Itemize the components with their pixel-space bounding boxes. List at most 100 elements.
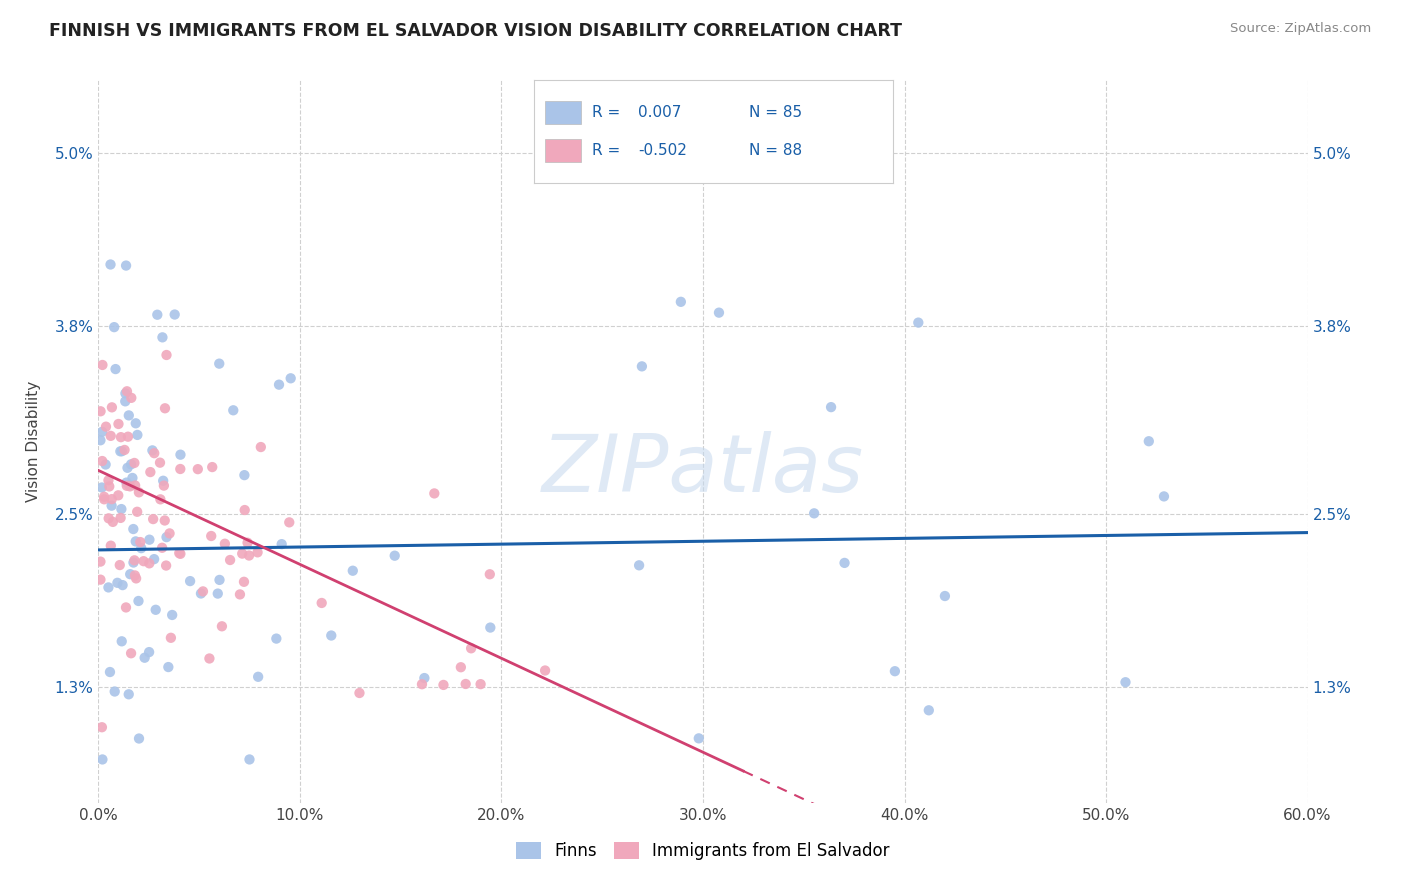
Point — [91, 454, 114, 468]
Point — [103, 320, 125, 334]
Point — [146, 308, 169, 322]
Point — [90, 481, 112, 495]
Point — [127, 505, 149, 519]
Point — [125, 417, 148, 431]
Point — [669, 294, 692, 309]
Text: 0.007: 0.007 — [638, 105, 682, 120]
Text: R =: R = — [592, 144, 620, 158]
Point — [97, 511, 120, 525]
Point — [169, 462, 191, 476]
Point — [128, 485, 150, 500]
Point — [90, 404, 112, 418]
Point — [628, 558, 651, 573]
Point — [107, 488, 129, 502]
Point — [118, 478, 141, 492]
Point — [138, 645, 160, 659]
Point — [229, 587, 252, 601]
Point — [125, 571, 148, 585]
Point — [134, 650, 156, 665]
Point — [125, 534, 148, 549]
Point — [143, 446, 166, 460]
Point — [152, 330, 174, 344]
Point — [678, 153, 700, 168]
Point — [124, 478, 146, 492]
FancyBboxPatch shape — [546, 101, 581, 124]
Point — [450, 660, 472, 674]
Point — [91, 752, 114, 766]
Point — [201, 460, 224, 475]
Text: N = 85: N = 85 — [749, 105, 803, 120]
Text: FINNISH VS IMMIGRANTS FROM EL SALVADOR VISION DISABILITY CORRELATION CHART: FINNISH VS IMMIGRANTS FROM EL SALVADOR V… — [49, 22, 903, 40]
Point — [160, 631, 183, 645]
Point — [266, 632, 288, 646]
Point — [187, 462, 209, 476]
Point — [423, 486, 446, 500]
Point — [118, 479, 141, 493]
Text: -0.502: -0.502 — [638, 144, 688, 158]
Point — [101, 515, 124, 529]
Point — [104, 684, 127, 698]
Point — [454, 677, 477, 691]
Point — [163, 308, 186, 322]
Point — [250, 440, 273, 454]
Point — [153, 514, 176, 528]
Point — [118, 409, 141, 423]
Point — [114, 394, 136, 409]
Point — [120, 391, 142, 405]
Point — [124, 553, 146, 567]
Point — [150, 541, 173, 555]
Point — [155, 558, 177, 573]
Point — [89, 573, 111, 587]
Point — [91, 358, 114, 372]
Point — [155, 348, 177, 362]
Point — [115, 259, 138, 273]
Point — [478, 567, 501, 582]
Text: Source: ZipAtlas.com: Source: ZipAtlas.com — [1230, 22, 1371, 36]
Point — [115, 600, 138, 615]
Point — [110, 430, 132, 444]
Point — [124, 568, 146, 582]
Point — [110, 511, 132, 525]
Point — [149, 456, 172, 470]
Point — [100, 499, 122, 513]
Point — [311, 596, 333, 610]
Point — [200, 529, 222, 543]
Point — [159, 526, 181, 541]
Point — [111, 578, 134, 592]
Point — [115, 384, 138, 399]
Point — [132, 554, 155, 568]
Point — [100, 429, 122, 443]
Text: N = 88: N = 88 — [749, 144, 803, 158]
Y-axis label: Vision Disability: Vision Disability — [25, 381, 41, 502]
Text: R =: R = — [592, 105, 620, 120]
Point — [145, 603, 167, 617]
Point — [149, 492, 172, 507]
FancyBboxPatch shape — [546, 139, 581, 162]
Point — [100, 258, 122, 272]
Point — [120, 458, 142, 472]
Point — [121, 471, 143, 485]
Point — [107, 575, 129, 590]
Point — [460, 641, 482, 656]
Point — [883, 664, 905, 678]
Point — [141, 443, 163, 458]
Point — [118, 687, 141, 701]
Point — [707, 306, 730, 320]
Point — [110, 444, 132, 458]
Legend: Finns, Immigrants from El Salvador: Finns, Immigrants from El Salvador — [509, 835, 897, 867]
Point — [685, 810, 707, 824]
Point — [97, 473, 120, 487]
Point — [114, 442, 136, 457]
Point — [138, 557, 160, 571]
Point — [278, 516, 301, 530]
Point — [207, 586, 229, 600]
Point — [238, 752, 260, 766]
Point — [98, 479, 121, 493]
Point — [233, 503, 256, 517]
Point — [233, 574, 256, 589]
Point — [122, 556, 145, 570]
Point — [219, 553, 242, 567]
Point — [191, 584, 214, 599]
Point — [211, 619, 233, 633]
Point — [267, 377, 290, 392]
